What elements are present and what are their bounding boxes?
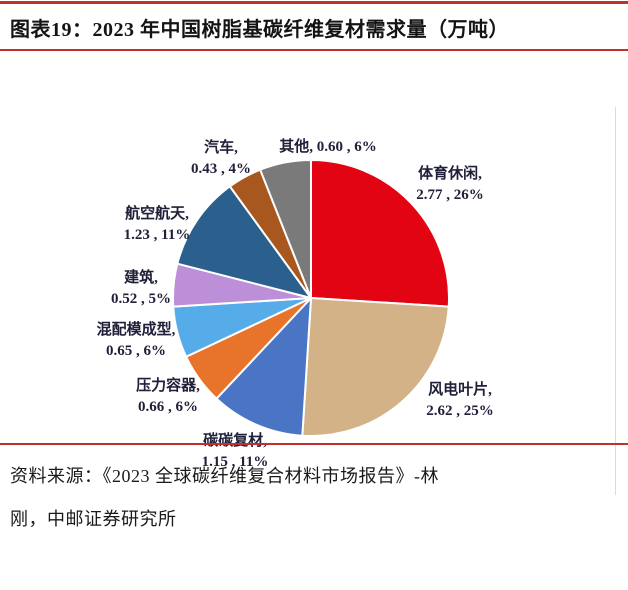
figure-title: 图表19：2023 年中国树脂基碳纤维复材需求量（万吨）: [10, 19, 509, 41]
source-line-1: 资料来源：《2023 全球碳纤维复合材料市场报告》-林: [10, 466, 439, 486]
pie-chart-area: 体育休闲, 2.77 , 26% 风电叶片, 2.62 , 25% 碳碳复材, 1.15 …: [0, 52, 628, 495]
pie-slice-6: [176, 185, 312, 299]
title-divider-rule: [0, 49, 628, 51]
bottom-red-rule: [0, 443, 628, 445]
pie-chart: [171, 159, 451, 438]
source-line-2: 刚，中邮证券研究所: [10, 509, 177, 529]
chart-right-border: [615, 107, 616, 495]
pie-slice-0: [310, 159, 451, 308]
source-note: 资料来源：《2023 全球碳纤维复合材料市场报告》-林 刚，中邮证券研究所: [10, 455, 620, 541]
pie-slice-8: [259, 159, 312, 299]
pie-slice-1: [301, 297, 450, 438]
report-figure: 图表19：2023 年中国树脂基碳纤维复材需求量（万吨） 体育休闲, 2.77 ,…: [0, 1, 628, 541]
top-red-rule: [0, 1, 628, 4]
pie-slice-2: [215, 297, 312, 437]
